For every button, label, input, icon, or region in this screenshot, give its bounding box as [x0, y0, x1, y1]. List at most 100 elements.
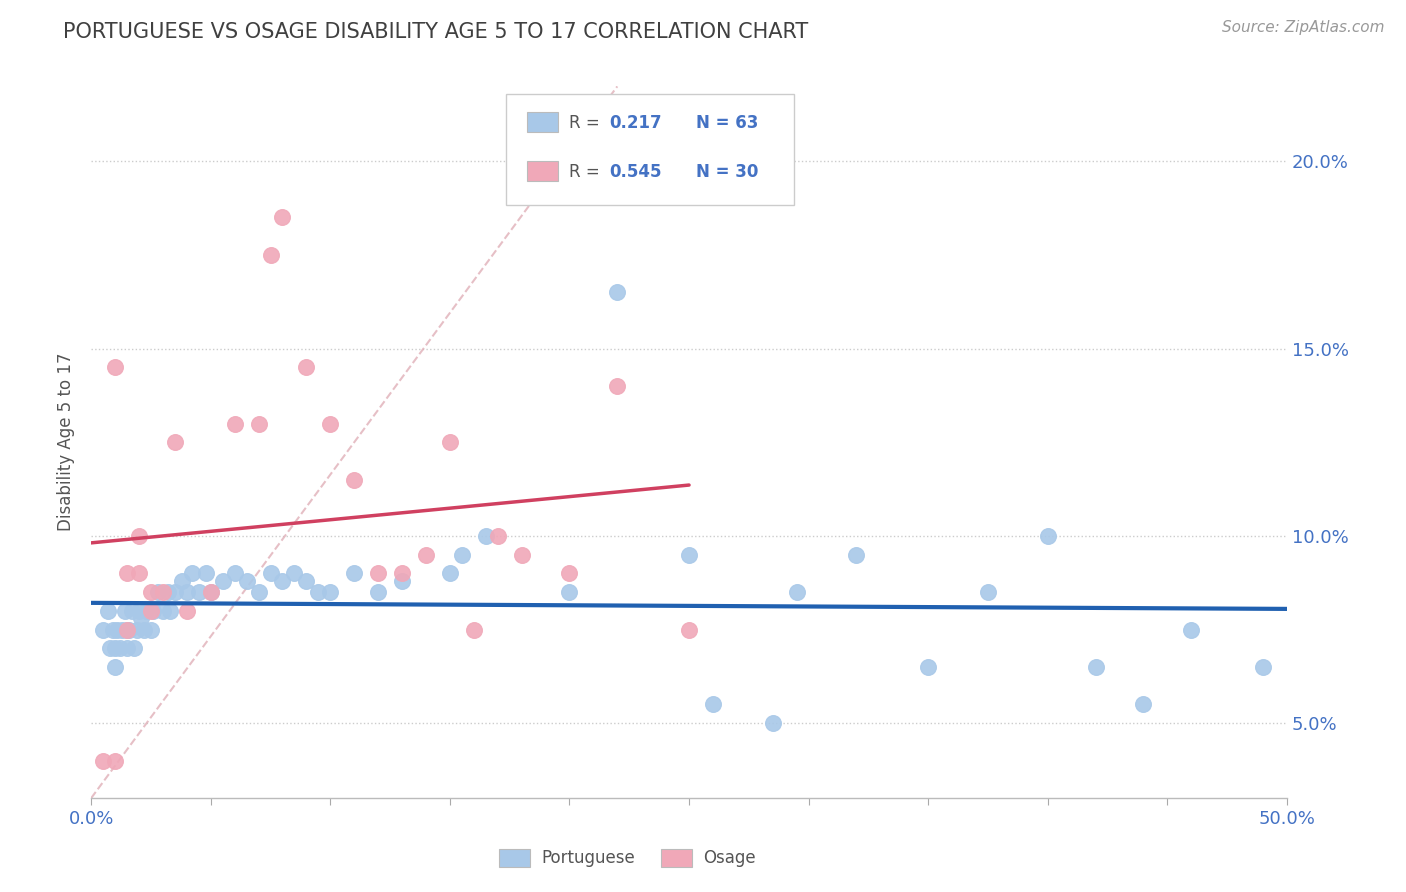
- Point: [163, 585, 186, 599]
- Point: [391, 566, 413, 581]
- Point: [606, 379, 628, 393]
- Point: [180, 566, 202, 581]
- Point: [122, 641, 145, 656]
- Point: [104, 754, 127, 768]
- Point: [104, 660, 127, 674]
- Point: [135, 604, 157, 618]
- Point: [439, 435, 461, 450]
- Point: [786, 585, 808, 599]
- Point: [307, 585, 329, 599]
- Point: [146, 585, 169, 599]
- Point: [98, 641, 121, 656]
- Point: [200, 585, 222, 599]
- Point: [295, 360, 318, 375]
- Point: [463, 623, 485, 637]
- Text: 0.545: 0.545: [609, 163, 661, 181]
- Point: [1036, 529, 1059, 543]
- Point: [128, 566, 150, 581]
- Point: [678, 623, 700, 637]
- Point: [187, 585, 209, 599]
- Point: [139, 623, 162, 637]
- Point: [247, 417, 270, 431]
- Point: [367, 585, 389, 599]
- Point: [606, 285, 628, 300]
- Point: [259, 566, 281, 581]
- Point: [235, 574, 257, 588]
- Y-axis label: Disability Age 5 to 17: Disability Age 5 to 17: [58, 353, 75, 532]
- Point: [163, 435, 186, 450]
- Point: [845, 548, 868, 562]
- Point: [762, 716, 785, 731]
- Point: [1132, 698, 1154, 712]
- Point: [977, 585, 1000, 599]
- Point: [111, 623, 134, 637]
- Point: [200, 585, 222, 599]
- Text: N = 63: N = 63: [696, 114, 758, 132]
- Point: [343, 566, 366, 581]
- Point: [152, 585, 174, 599]
- Point: [1180, 623, 1202, 637]
- Text: 0.217: 0.217: [609, 114, 661, 132]
- Point: [558, 585, 581, 599]
- Point: [176, 585, 198, 599]
- Point: [115, 566, 138, 581]
- Point: [702, 698, 724, 712]
- Point: [271, 574, 294, 588]
- Point: [391, 574, 413, 588]
- Point: [194, 566, 217, 581]
- Point: [115, 623, 138, 637]
- Point: [367, 566, 389, 581]
- Point: [108, 641, 131, 656]
- Point: [128, 604, 150, 618]
- Text: Portuguese: Portuguese: [541, 849, 636, 867]
- Point: [142, 604, 165, 618]
- Point: [247, 585, 270, 599]
- Point: [128, 529, 150, 543]
- Point: [450, 548, 472, 562]
- Point: [510, 548, 533, 562]
- Point: [1251, 660, 1274, 674]
- Point: [343, 473, 366, 487]
- Text: N = 30: N = 30: [696, 163, 758, 181]
- Point: [159, 604, 181, 618]
- Point: [678, 548, 700, 562]
- Point: [319, 585, 342, 599]
- Point: [295, 574, 318, 588]
- Point: [118, 623, 141, 637]
- Point: [259, 248, 281, 262]
- Text: PORTUGUESE VS OSAGE DISABILITY AGE 5 TO 17 CORRELATION CHART: PORTUGUESE VS OSAGE DISABILITY AGE 5 TO …: [63, 22, 808, 42]
- Point: [917, 660, 939, 674]
- Point: [125, 623, 148, 637]
- Point: [319, 417, 342, 431]
- Point: [115, 623, 138, 637]
- Point: [224, 417, 246, 431]
- Point: [224, 566, 246, 581]
- Point: [439, 566, 461, 581]
- Point: [211, 574, 233, 588]
- Text: Osage: Osage: [703, 849, 755, 867]
- Point: [176, 604, 198, 618]
- Point: [107, 623, 129, 637]
- Point: [121, 604, 143, 618]
- Point: [91, 754, 114, 768]
- Point: [139, 604, 162, 618]
- Point: [114, 604, 136, 618]
- Point: [156, 585, 179, 599]
- Point: [97, 604, 120, 618]
- Text: R =: R =: [569, 114, 606, 132]
- Point: [283, 566, 305, 581]
- Point: [170, 574, 193, 588]
- Point: [115, 641, 138, 656]
- Point: [415, 548, 437, 562]
- Point: [1084, 660, 1107, 674]
- Point: [91, 623, 114, 637]
- Point: [131, 611, 153, 625]
- Point: [139, 585, 162, 599]
- Text: R =: R =: [569, 163, 606, 181]
- Point: [152, 604, 174, 618]
- Text: Source: ZipAtlas.com: Source: ZipAtlas.com: [1222, 20, 1385, 35]
- Point: [104, 360, 127, 375]
- Point: [101, 623, 124, 637]
- Point: [271, 211, 294, 225]
- Point: [474, 529, 496, 543]
